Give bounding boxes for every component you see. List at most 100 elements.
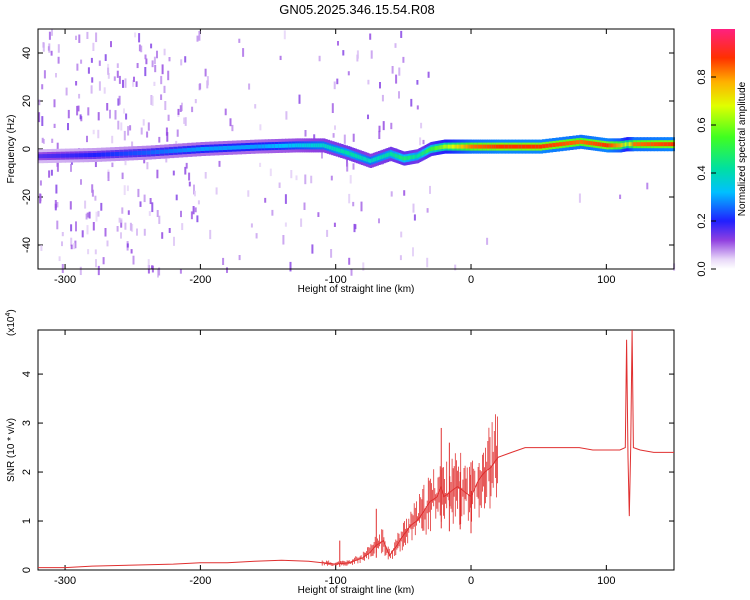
spectrogram-noise-cell — [92, 222, 95, 231]
spectrogram-noise-cell — [149, 198, 152, 205]
spectrogram-noise-cell — [107, 73, 110, 79]
spectrogram-noise-cell — [69, 201, 72, 210]
spectrogram-noise-cell — [106, 103, 109, 111]
spectrogram-noise-cell — [123, 185, 126, 196]
spectrogram-cell — [450, 144, 453, 149]
spectrogram-noise-cell — [304, 130, 307, 137]
spectrogram-cell — [451, 144, 454, 149]
spectrogram-cell — [389, 151, 392, 156]
spectrogram-noise-cell — [367, 114, 369, 120]
spectrogram-noise-cell — [79, 114, 82, 120]
spectrogram-noise-cell — [331, 103, 334, 114]
spectrogram-noise-cell — [134, 32, 137, 38]
spectrogram-noise-cell — [158, 136, 161, 143]
spectrogram-noise-cell — [255, 233, 258, 239]
spectrogram-noise-cell — [86, 212, 89, 218]
spectrogram-noise-cell — [179, 268, 182, 274]
spectrogram-noise-cell — [40, 245, 43, 251]
spectrogram-cell — [406, 156, 409, 160]
spectrogram-cell — [581, 140, 585, 145]
spectrogram-cell — [392, 152, 395, 157]
spectrogram-cell — [395, 153, 398, 158]
spectrogram-cell — [491, 144, 495, 149]
colorbar-gradient — [711, 29, 735, 269]
spectrogram-cell — [484, 144, 488, 149]
colorbar-tick-label: 0.8 — [696, 69, 708, 84]
spectrogram-noise-cell — [91, 184, 94, 193]
spectrogram-cell — [670, 142, 675, 147]
spectrogram-noise-cell — [284, 222, 287, 227]
spectrogram-cell — [257, 144, 263, 149]
spectrogram-cell — [250, 144, 256, 149]
spectrogram-cell — [83, 153, 89, 158]
spectrogram-cell — [418, 153, 421, 158]
spectrogram-cell — [209, 146, 215, 151]
spectrogram-noise-cell — [177, 108, 180, 115]
spectrogram-cell — [47, 154, 53, 158]
spectrogram-cell — [422, 151, 425, 156]
spectrogram-noise-cell — [110, 41, 112, 48]
spectrogram-noise-cell — [398, 91, 400, 99]
colorbar-tick-label: 0.4 — [696, 165, 708, 180]
spectrogram-cell — [402, 156, 405, 161]
spectrogram-cell — [407, 155, 410, 160]
spectrogram-cell — [468, 144, 471, 149]
spectrogram-noise-cell — [41, 116, 44, 127]
spectrogram-noise-cell — [198, 31, 201, 41]
spectrogram-noise-cell — [111, 135, 114, 144]
spectrogram-cell — [416, 154, 419, 159]
spectrogram-noise-cell — [109, 109, 111, 119]
spectrogram-noise-cell — [86, 31, 89, 39]
spectrogram-cell — [236, 145, 242, 150]
x-tick-label: 0 — [468, 575, 474, 587]
spectrogram-noise-cell — [98, 81, 101, 91]
spectrogram-noise-cell — [259, 162, 262, 167]
spectrogram-noise-cell — [56, 220, 59, 230]
spectrogram-noise-cell — [48, 43, 51, 53]
spectrogram-noise-cell — [140, 45, 143, 53]
spectrogram-noise-cell — [279, 55, 282, 61]
spectrogram-cell — [335, 147, 339, 152]
spectrogram-noise-cell — [198, 83, 201, 91]
spectrogram-noise-cell — [77, 105, 80, 112]
spectrogram-noise-cell — [124, 160, 127, 166]
spectrogram-noise-cell — [61, 241, 63, 247]
spectrogram-noise-cell — [43, 70, 46, 79]
spectrogram-cell — [459, 144, 462, 149]
spectrogram-cell — [636, 142, 642, 147]
spectrogram-cell — [204, 146, 211, 151]
spectrogram-noise-cell — [61, 232, 64, 237]
spectrogram-noise-cell — [76, 63, 79, 71]
spectrogram-cell — [369, 159, 373, 163]
spectrogram-noise-cell — [191, 106, 194, 113]
spectrogram-noise-cell — [382, 121, 385, 131]
spectrogram-noise-cell — [126, 243, 129, 248]
snr-frame — [37, 329, 675, 571]
spectrogram-cell — [347, 151, 351, 156]
spectrogram-noise-cell — [379, 82, 381, 89]
spectrogram-noise-cell — [94, 249, 97, 255]
spectrogram-cell — [137, 151, 143, 155]
spectrogram-noise-cell — [429, 185, 431, 194]
spectrogram-cell — [444, 144, 447, 149]
spectrogram-cell — [285, 143, 290, 148]
spectrogram-noise-cell — [116, 226, 119, 232]
spectrogram-cell — [168, 149, 175, 154]
spectrogram-cell — [182, 148, 188, 153]
spectrogram-noise-cell — [121, 207, 124, 214]
spectrogram-cell — [428, 148, 431, 153]
spectrogram-noise-cell — [370, 50, 373, 59]
spectrogram-cell — [465, 144, 468, 149]
spectrogram-noise-cell — [390, 122, 393, 130]
spectrogram-noise-cell — [229, 118, 232, 127]
spectrogram-cell — [411, 155, 414, 160]
spectrogram-cell — [297, 143, 301, 148]
spectrogram-ridge — [38, 29, 676, 278]
spectrogram-cell — [222, 146, 229, 150]
spectrogram-cell — [618, 143, 621, 148]
snr-x-label: Height of straight line (km) — [298, 585, 415, 596]
y-tick-label: 20 — [21, 95, 33, 107]
spectrogram-noise-cell — [117, 120, 120, 130]
spectrogram-cell — [310, 143, 315, 148]
chart-title: GN05.2025.346.15.54.R08 — [279, 2, 434, 17]
